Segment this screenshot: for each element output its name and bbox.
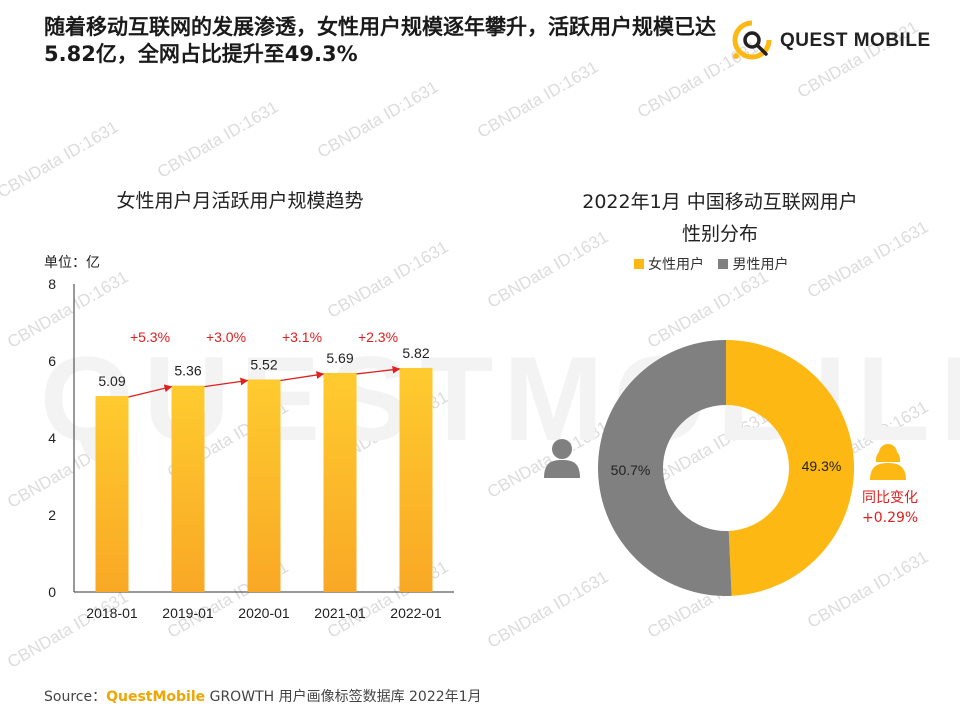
growth-label: +2.3% [358,329,398,345]
growth-label: +3.1% [282,329,322,345]
source-brand: QuestMobile [106,689,206,705]
bar-value-label: 5.09 [98,373,125,389]
growth-arrow [280,371,325,382]
growth-arrow [128,384,173,398]
yoy-change-title: 同比变化 [862,490,918,506]
source-note: Source：QuestMobile GROWTH 用户画像标签数据库 2022… [44,686,482,706]
yoy-change-label: 同比变化 +0.29% [862,488,918,528]
bar-value-label: 5.82 [402,345,429,361]
y-tick-label: 0 [48,584,56,600]
source-prefix: Source： [44,689,107,705]
legend-item-female: 女性用户 [634,257,704,273]
y-tick-label: 4 [48,430,56,446]
legend-label-female: 女性用户 [648,257,704,273]
donut-slice [598,340,732,596]
y-tick-label: 2 [48,507,56,523]
logo-text: QUEST MOBILE [780,30,931,51]
headline: 随着移动互联网的发展渗透，女性用户规模逐年攀升，活跃用户规模已达5.82亿，全网… [44,15,716,66]
growth-arrow [356,365,401,375]
bar-chart-unit: 单位：亿 [44,255,100,271]
x-tick-label: 2020-01 [238,605,290,621]
male-user-icon [544,439,580,478]
source-rest: GROWTH 用户画像标签数据库 2022年1月 [205,689,482,705]
bar-value-label: 5.69 [326,350,353,366]
growth-label: +5.3% [130,329,170,345]
pie-chart-title: 2022年1月 中国移动互联网用户 性别分布 [560,186,880,250]
yoy-change-value: +0.29% [862,510,919,526]
legend-swatch-male [718,259,729,269]
y-tick-label: 6 [48,353,56,369]
bar [171,385,205,592]
female-user-icon [870,444,906,480]
bar-chart-title: 女性用户月活跃用户规模趋势 [116,190,364,212]
x-tick-label: 2019-01 [162,605,214,621]
bar [323,372,357,592]
donut-slice-label: 50.7% [611,462,651,478]
legend-swatch-female [634,259,644,269]
y-tick-label: 8 [48,276,56,292]
bar-value-label: 5.52 [250,356,277,372]
quest-mobile-logo: QUEST MOBILE [728,12,931,68]
bar [399,367,433,592]
donut-slice [726,340,855,596]
legend-label-male: 男性用户 [732,257,789,273]
bar [247,379,281,592]
x-tick-label: 2022-01 [390,605,442,621]
pie-chart-title-line1: 2022年1月 中国移动互联网用户 [582,191,858,213]
growth-label: +3.0% [206,329,246,345]
legend-item-male: 男性用户 [718,257,788,273]
donut-slice-label: 49.3% [802,458,842,474]
x-tick-label: 2018-01 [86,605,138,621]
pie-legend: 女性用户 男性用户 [634,254,798,274]
growth-arrow [204,377,249,388]
logo-icon [732,20,772,60]
bar [95,396,129,592]
pie-chart-title-line2: 性别分布 [681,223,758,245]
x-tick-label: 2021-01 [314,605,366,621]
bar-value-label: 5.36 [174,363,201,379]
